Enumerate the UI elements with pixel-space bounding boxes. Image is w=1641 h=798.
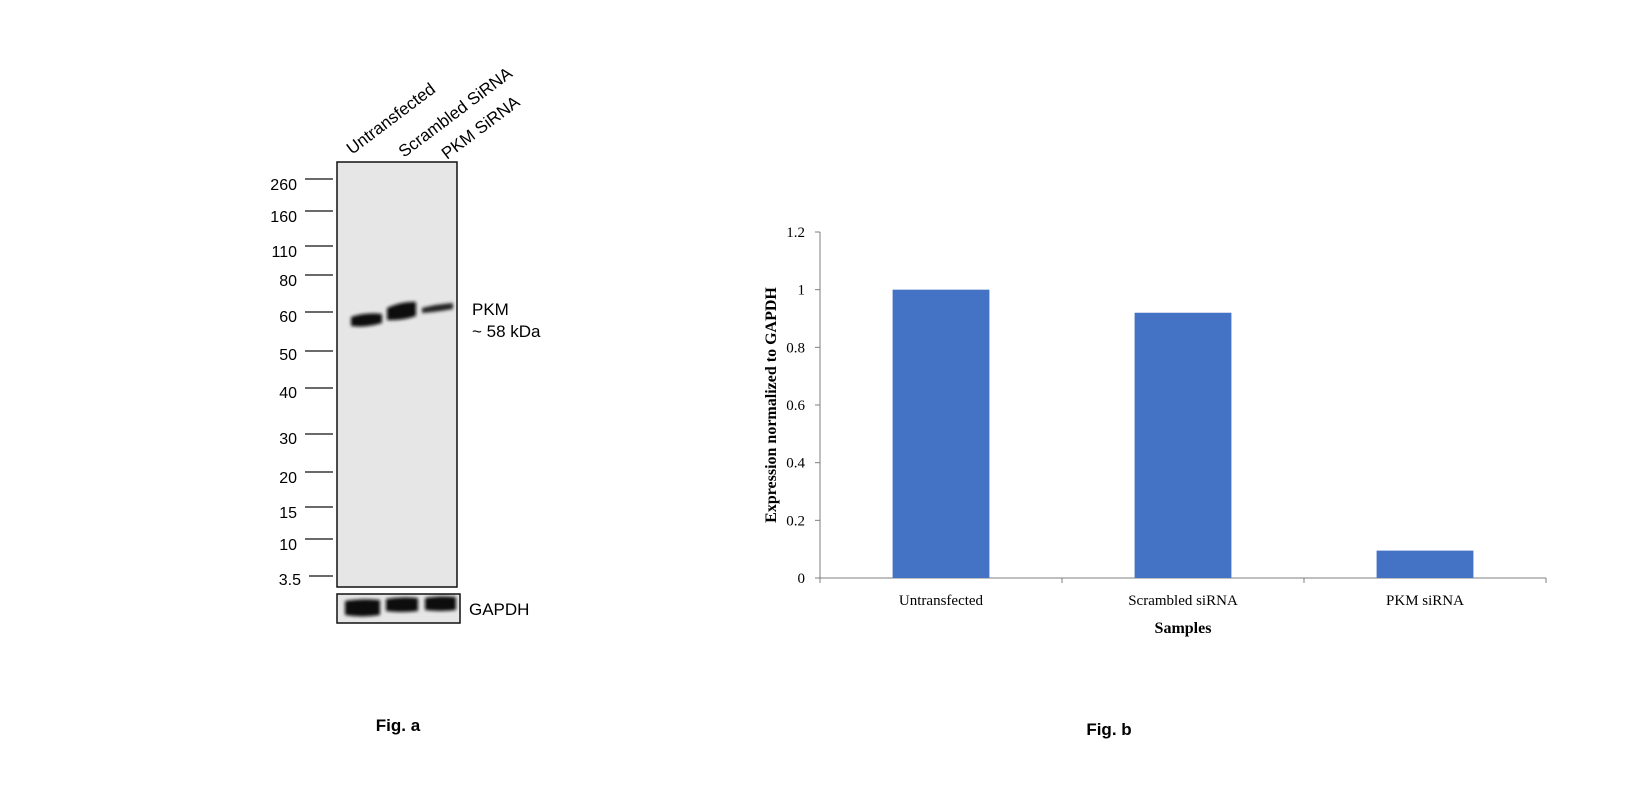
marker-label: 80 [279,273,297,290]
marker-label: 60 [279,309,297,326]
pkm-band-pkm-sirna [422,303,453,313]
gapdh-band-untransfected [345,599,380,617]
marker-label: 40 [279,385,297,402]
pkm-bands [351,301,453,327]
y-axis: 0 0.2 0.4 0.6 0.8 1 1.2 [786,225,821,587]
y-tick-label: 0 [798,571,806,587]
gapdh-band-pkm-sirna [425,596,456,611]
western-blot-svg: Untransfected Scrambled SiRNA PKM SiRNA … [270,63,541,735]
x-axis: Untransfected Scrambled siRNA PKM siRNA [819,577,1547,609]
y-tick-label: 1 [798,283,806,299]
y-tick-label: 1.2 [786,225,805,241]
y-axis-title: Expression normalized to GAPDH [763,287,780,523]
marker-label: 3.5 [279,572,301,589]
bar-chart-svg: 0 0.2 0.4 0.6 0.8 1 1.2 Untransfected Scrambled… [763,225,1547,739]
gapdh-label: GAPDH [469,600,529,619]
gapdh-bands [345,596,456,617]
band-label-size: ~ 58 kDa [472,322,541,341]
band-label-pkm: PKM [472,300,509,319]
x-axis-title: Samples [1155,620,1212,637]
bar [1134,312,1232,578]
y-tick-label: 0.2 [786,513,805,529]
pkm-band-scrambled [387,301,416,321]
y-tick-label: 0.4 [786,456,805,472]
marker-ladder: 260 160 110 80 60 50 40 30 20 15 10 3.5 [270,177,333,589]
bar [1376,550,1474,578]
marker-label: 15 [279,505,297,522]
figure-a-caption: Fig. a [376,716,421,735]
marker-label: 50 [279,347,297,364]
figure-b-caption: Fig. b [1086,720,1131,739]
pkm-band-untransfected [351,313,382,327]
bars [892,289,1474,578]
marker-label: 20 [279,470,297,487]
bar-chart-figure: 0 0.2 0.4 0.6 0.8 1 1.2 Untransfected Scrambled… [760,0,1641,793]
western-blot-figure: Untransfected Scrambled SiRNA PKM SiRNA … [0,0,760,793]
y-tick-label: 0.6 [786,398,805,414]
y-tick-label: 0.8 [786,340,805,356]
x-tick-label: PKM siRNA [1386,593,1464,609]
bar [892,289,990,578]
gapdh-band-scrambled [386,597,418,612]
blot-membrane [336,161,458,588]
x-tick-label: Scrambled siRNA [1128,593,1238,609]
marker-label: 160 [270,209,297,226]
marker-label: 110 [271,244,297,261]
marker-label: 260 [270,177,297,194]
marker-label: 30 [279,431,297,448]
x-tick-label: Untransfected [899,593,984,609]
marker-label: 10 [279,537,297,554]
